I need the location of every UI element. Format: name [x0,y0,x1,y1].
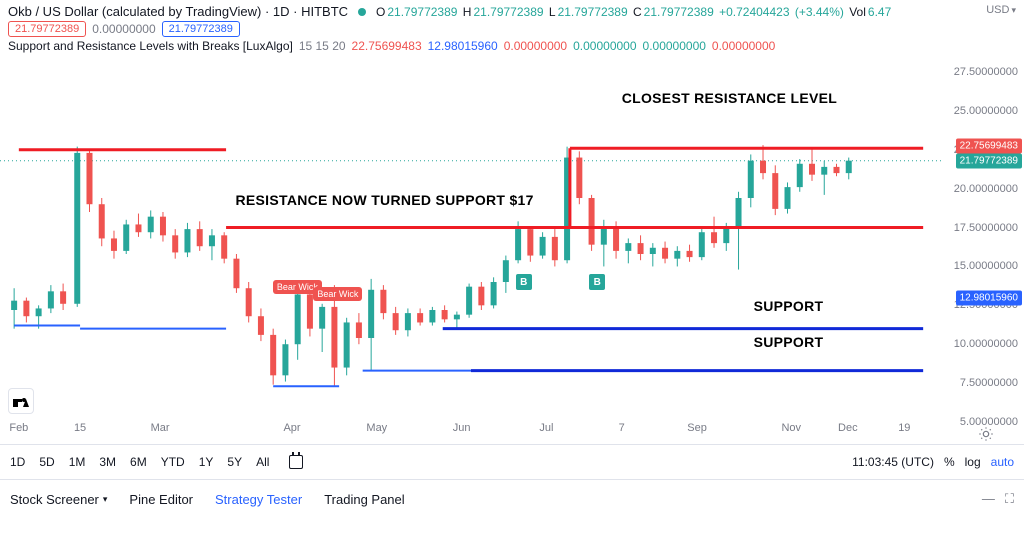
indicator-params: 15 15 20 [299,39,346,53]
x-axis-label: 19 [898,422,910,434]
clock: 11:03:45 (UTC) [852,455,934,469]
x-axis-label: Dec [838,422,858,434]
symbol-title[interactable]: Okb / US Dollar (calculated by TradingVi… [8,4,348,19]
percent-toggle[interactable]: % [944,455,955,469]
timeframe-1M[interactable]: 1M [69,455,86,469]
x-axis: Feb 15 Mar Apr May Jun Jul 7 Sep Nov Dec 19 [0,422,942,444]
timeframe-1Y[interactable]: 1Y [199,455,214,469]
tradingview-logo[interactable] [8,388,34,414]
x-axis-label: 7 [619,422,625,434]
gear-icon[interactable] [978,426,994,442]
x-axis-label: Sep [687,422,707,434]
annotation: SUPPORT [754,334,824,350]
x-axis-label: Jun [453,422,471,434]
break-badge: B [516,274,532,290]
tab-pine-editor[interactable]: Pine Editor [129,492,193,507]
annotation: RESISTANCE NOW TURNED SUPPORT $17 [236,192,534,208]
timeframe-5D[interactable]: 5D [39,455,54,469]
auto-toggle[interactable]: auto [991,455,1014,469]
calendar-icon[interactable] [289,455,303,469]
timeframe-bar: 1D 5D 1M 3M 6M YTD 1Y 5Y All 11:03:45 (UTC) % lo… [0,444,1024,480]
market-status-dot [358,8,366,16]
chevron-down-icon: ▾ [1011,5,1016,16]
tab-stock-screener[interactable]: Stock Screener ▾ [10,492,107,507]
bid-pill[interactable]: 21.79772389 [8,21,86,37]
currency-selector[interactable]: USD▾ [986,4,1016,16]
tab-trading-panel[interactable]: Trading Panel [324,492,404,507]
price-pills-row: 21.79772389 0.00000000 21.79772389 [0,21,1024,39]
annotation: SUPPORT [754,298,824,314]
maximize-icon[interactable]: ⛶ [1005,491,1014,507]
chevron-down-icon: ▾ [103,494,108,505]
timeframe-1D[interactable]: 1D [10,455,25,469]
x-axis-label: 15 [74,422,86,434]
indicator-row[interactable]: Support and Resistance Levels with Break… [0,39,1024,57]
x-axis-label: May [366,422,387,434]
x-axis-label: Apr [283,422,300,434]
chart-area[interactable] [0,72,1024,422]
indicator-name: Support and Resistance Levels with Break… [8,39,293,53]
minimize-icon[interactable]: — [982,491,995,507]
annotation: CLOSEST RESISTANCE LEVEL [622,90,837,106]
bear-wick-label: Bear Wick [313,287,362,301]
header-bar: Okb / US Dollar (calculated by TradingVi… [0,0,1024,21]
timeframe-5Y[interactable]: 5Y [227,455,242,469]
x-axis-label: Jul [539,422,553,434]
timeframe-6M[interactable]: 6M [130,455,147,469]
spread-value: 0.00000000 [92,22,155,36]
timeframe-3M[interactable]: 3M [99,455,116,469]
ohlc-readout: O21.79772389 H21.79772389 L21.79772389 C… [376,5,893,19]
log-toggle[interactable]: log [965,455,981,469]
tab-strategy-tester[interactable]: Strategy Tester [215,492,302,507]
ask-pill[interactable]: 21.79772389 [162,21,240,37]
break-badge: B [589,274,605,290]
x-axis-label: Mar [151,422,170,434]
price-chart-svg [0,72,1024,422]
x-axis-label: Feb [9,422,28,434]
timeframe-All[interactable]: All [256,455,269,469]
x-axis-label: Nov [781,422,801,434]
bottom-tabs: Stock Screener ▾ Pine Editor Strategy Te… [0,480,1024,518]
timeframe-YTD[interactable]: YTD [161,455,185,469]
